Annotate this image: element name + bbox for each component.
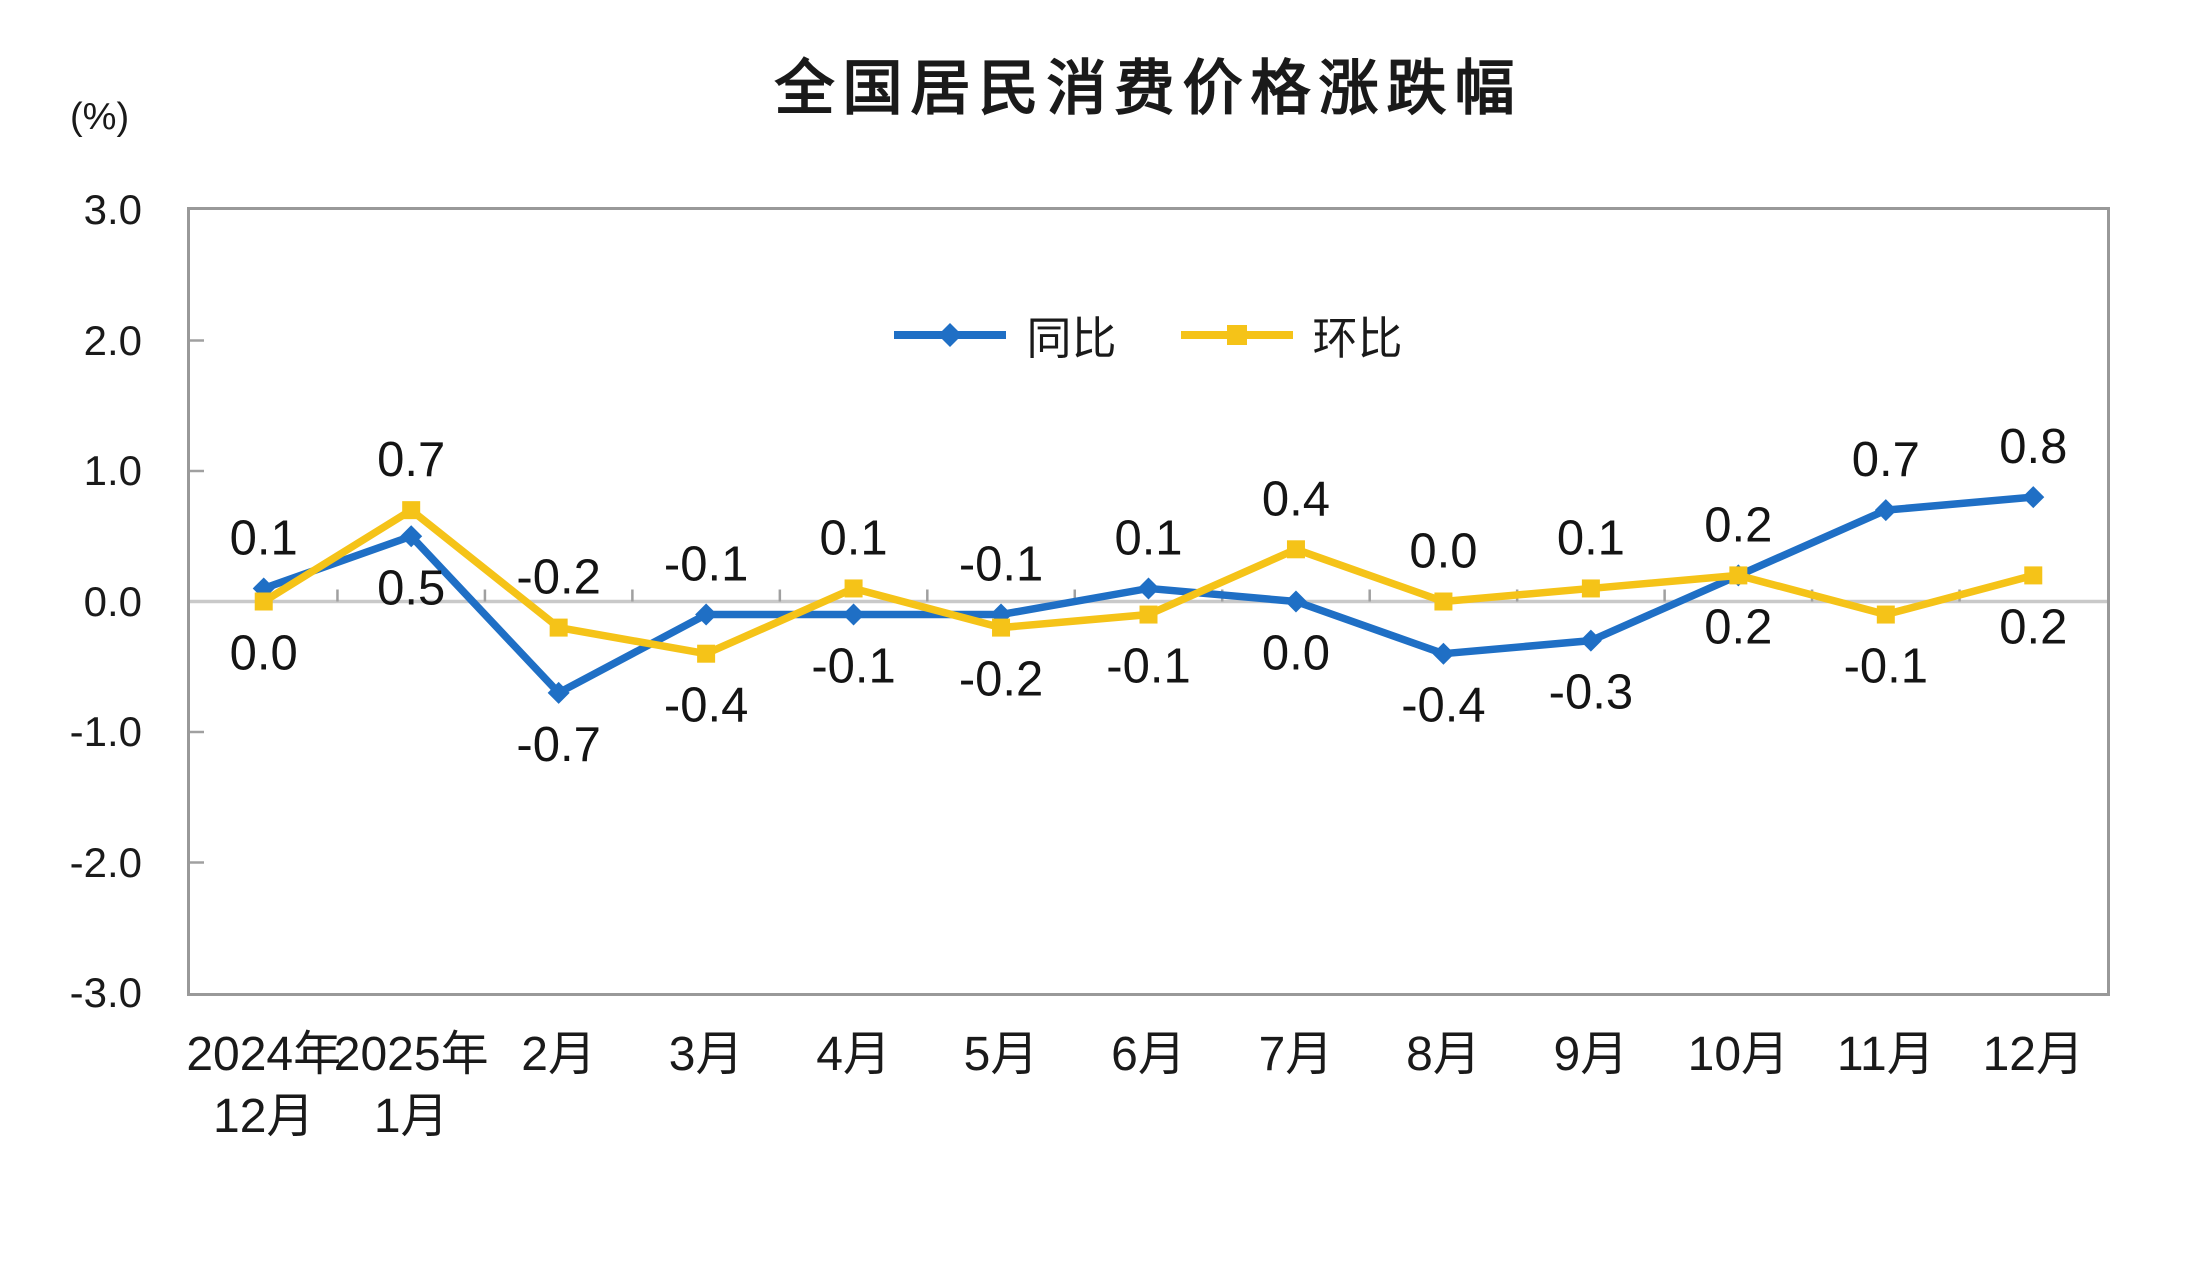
legend-swatch-diamond bbox=[894, 322, 1007, 347]
data-label-yoy: 0.1 bbox=[230, 511, 298, 565]
x-tick-label: 12月 bbox=[1943, 1024, 2123, 1086]
y-tick-label: 3.0 bbox=[83, 186, 142, 233]
marker-diamond-yoy bbox=[400, 525, 423, 548]
data-label-yoy: 0.1 bbox=[1114, 511, 1182, 565]
y-tick-label: 0.0 bbox=[83, 577, 142, 625]
marker-square-mom bbox=[1286, 540, 1305, 559]
x-tick-label: 4月 bbox=[764, 1024, 944, 1086]
x-tick-label-line: 2024年 bbox=[186, 1028, 342, 1081]
x-tick-label: 10月 bbox=[1648, 1024, 1828, 1086]
y-axis-unit-label: (%) bbox=[70, 96, 130, 138]
data-label-mom: 0.7 bbox=[377, 433, 445, 487]
marker-diamond-yoy bbox=[1137, 577, 1160, 600]
plot-area: 0.1 0.5 -0.7 -0.1 -0.1 -0.1 0.1 0.0 -0.4 -0.3 0.2 0… bbox=[187, 207, 2110, 996]
marker-diamond-yoy bbox=[1579, 629, 1602, 652]
x-tick-label-line: 6月 bbox=[1111, 1028, 1186, 1081]
marker-diamond-yoy bbox=[547, 681, 570, 704]
marker-diamond-yoy bbox=[1874, 499, 1897, 522]
data-label-yoy: 0.0 bbox=[1262, 627, 1330, 681]
data-label-mom: 0.4 bbox=[1262, 472, 1330, 526]
y-tick-label: 2.0 bbox=[83, 316, 142, 364]
data-label-mom: -0.4 bbox=[664, 679, 748, 733]
chart-legend: 同比 环比 bbox=[190, 302, 2107, 367]
marker-diamond-yoy bbox=[695, 603, 718, 626]
data-label-mom: 0.0 bbox=[230, 627, 298, 681]
marker-square-mom bbox=[1729, 566, 1748, 585]
x-tick-label-line: 4月 bbox=[816, 1028, 891, 1081]
data-label-yoy: -0.7 bbox=[516, 718, 600, 772]
chart-title: 全国居民消费价格涨跌幅 bbox=[774, 55, 1523, 122]
x-tick-label: 2月 bbox=[469, 1024, 649, 1086]
x-tick-label: 2025年 1月 bbox=[321, 1024, 501, 1148]
legend-swatch-square bbox=[1180, 324, 1293, 345]
data-label-mom: 0.1 bbox=[1557, 511, 1625, 565]
data-label-mom: -0.1 bbox=[1844, 640, 1928, 694]
marker-square-mom bbox=[1434, 592, 1453, 611]
legend-item-yoy: 同比 bbox=[894, 302, 1117, 367]
x-tick-label: 9月 bbox=[1501, 1024, 1681, 1086]
marker-square-mom bbox=[1876, 605, 1895, 624]
x-tick-label: 6月 bbox=[1059, 1024, 1239, 1086]
marker-square-mom bbox=[1581, 579, 1600, 598]
data-label-mom: 0.2 bbox=[1999, 600, 2067, 654]
chart-canvas: 0.1 0.5 -0.7 -0.1 -0.1 -0.1 0.1 0.0 -0.4 -0.3 0.2 0… bbox=[190, 339, 2107, 864]
data-label-yoy: 0.5 bbox=[377, 561, 445, 615]
legend-label-yoy: 同比 bbox=[1026, 313, 1117, 364]
data-label-mom: -0.2 bbox=[959, 653, 1043, 707]
data-label-yoy: 0.8 bbox=[1999, 420, 2067, 474]
data-label-mom: 0.1 bbox=[820, 511, 888, 565]
x-tick-label-line: 12月 bbox=[1982, 1028, 2084, 1081]
data-label-yoy: 0.7 bbox=[1852, 433, 1920, 487]
data-label-mom: 0.2 bbox=[1704, 498, 1772, 552]
x-tick-label: 7月 bbox=[1206, 1024, 1386, 1086]
x-tick-label-line: 8月 bbox=[1406, 1028, 1481, 1081]
marker-diamond-yoy bbox=[1432, 642, 1455, 665]
x-tick-label: 11月 bbox=[1796, 1024, 1976, 1086]
x-tick-label-line: 5月 bbox=[963, 1028, 1039, 1081]
data-label-mom: -0.2 bbox=[516, 551, 600, 605]
data-label-yoy: -0.3 bbox=[1549, 666, 1633, 720]
marker-square-mom bbox=[2024, 566, 2043, 585]
legend-item-mom: 环比 bbox=[1180, 302, 1403, 367]
marker-diamond-yoy bbox=[1284, 590, 1307, 613]
legend-label-mom: 环比 bbox=[1312, 313, 1403, 364]
x-tick-label-line: 10月 bbox=[1687, 1028, 1790, 1081]
marker-square-mom bbox=[402, 501, 421, 520]
y-tick-label: -2.0 bbox=[69, 838, 142, 886]
x-tick-label-line: 2月 bbox=[521, 1028, 596, 1081]
x-tick-label: 8月 bbox=[1353, 1024, 1533, 1086]
x-tick-label-line: 2025年 bbox=[333, 1028, 489, 1081]
marker-diamond-yoy bbox=[2022, 486, 2045, 509]
legend-marker-diamond bbox=[938, 322, 963, 347]
x-tick-label-line: 12月 bbox=[213, 1090, 315, 1143]
marker-square-mom bbox=[992, 618, 1011, 637]
data-label-yoy: 0.2 bbox=[1704, 600, 1772, 654]
data-label-yoy: -0.1 bbox=[959, 538, 1043, 592]
x-tick-label: 5月 bbox=[911, 1024, 1091, 1086]
x-tick-label: 2024年 12月 bbox=[174, 1024, 354, 1148]
marker-square-mom bbox=[697, 644, 716, 663]
marker-square-mom bbox=[254, 592, 273, 611]
x-tick-label-line: 9月 bbox=[1553, 1028, 1629, 1081]
data-label-yoy: -0.1 bbox=[811, 640, 895, 694]
marker-square-mom bbox=[549, 618, 568, 637]
marker-square-mom bbox=[1139, 605, 1158, 624]
marker-diamond-yoy bbox=[842, 603, 865, 626]
x-tick-label-line: 11月 bbox=[1836, 1028, 1935, 1081]
x-tick-label-line: 1月 bbox=[373, 1090, 449, 1143]
y-tick-label: -1.0 bbox=[69, 708, 142, 755]
data-label-mom: -0.1 bbox=[1106, 640, 1190, 694]
marker-square-mom bbox=[844, 579, 863, 598]
data-label-yoy: -0.1 bbox=[664, 538, 748, 592]
x-tick-label: 3月 bbox=[616, 1024, 796, 1086]
data-label-mom: 0.0 bbox=[1409, 525, 1477, 579]
x-tick-label-line: 3月 bbox=[668, 1028, 744, 1081]
x-tick-label-line: 7月 bbox=[1258, 1028, 1334, 1081]
y-tick-label: 1.0 bbox=[83, 447, 142, 494]
y-tick-label: -3.0 bbox=[69, 969, 142, 1016]
data-label-yoy: -0.4 bbox=[1401, 679, 1485, 733]
legend-marker-square bbox=[1226, 324, 1247, 345]
